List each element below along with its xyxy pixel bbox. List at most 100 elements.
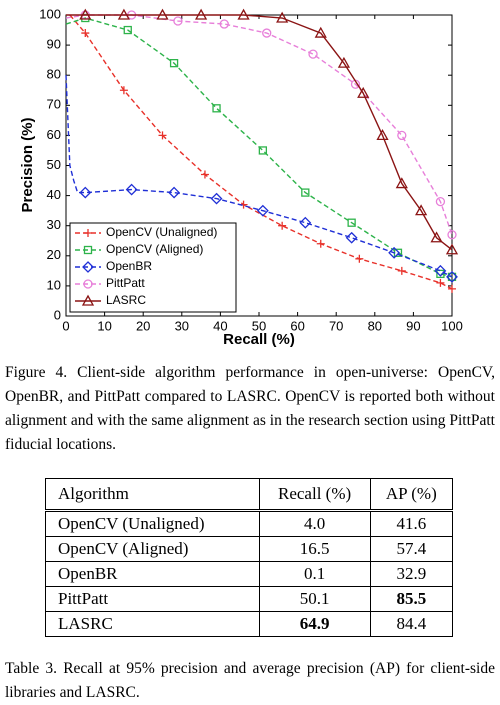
table-row: LASRC 64.9 84.4 [45, 611, 454, 637]
table-cell: 57.4 [369, 536, 454, 562]
marker [415, 204, 428, 216]
marker [219, 19, 229, 29]
marker [123, 25, 132, 35]
marker [347, 218, 356, 227]
legend-label: PittPatt [106, 276, 145, 290]
x-tick-label: 30 [175, 318, 189, 333]
marker [169, 59, 179, 68]
y-tick-label: 10 [47, 277, 61, 292]
marker [299, 216, 312, 229]
x-tick-label: 90 [406, 318, 420, 333]
y-tick-label: 90 [47, 37, 61, 52]
y-tick-label: 50 [47, 157, 61, 172]
marker [447, 230, 457, 240]
table-cell: 16.5 [258, 536, 371, 562]
y-axis-label: Precision (%) [19, 117, 36, 212]
table-cell: 64.9 [258, 611, 371, 637]
marker [81, 294, 95, 306]
table-cell: 41.6 [369, 510, 454, 537]
marker [397, 266, 406, 275]
table-cell: 0.1 [258, 561, 371, 587]
marker [397, 130, 407, 141]
marker [168, 186, 180, 199]
marker [446, 270, 458, 283]
marker [278, 221, 287, 230]
marker [434, 264, 447, 277]
x-tick-label: 40 [213, 318, 227, 333]
marker [194, 8, 208, 20]
x-tick-label: 50 [252, 318, 266, 333]
marker [210, 192, 223, 205]
marker [79, 186, 92, 199]
table-row: PittPatt 50.1 85.5 [45, 586, 454, 612]
marker [345, 231, 358, 244]
marker [308, 49, 318, 59]
x-tick-label: 70 [329, 318, 343, 333]
chart: Recall (%) Precision (%) 0 10 20 30 40 50 60 70… [19, 6, 463, 348]
table-cell: 32.9 [369, 561, 454, 587]
y-tick-label: 40 [47, 187, 61, 202]
marker [173, 16, 183, 26]
x-axis-label: Recall (%) [223, 331, 295, 348]
marker [316, 239, 325, 248]
series-line [65, 75, 453, 278]
table-cell: OpenBR [45, 561, 260, 587]
results-table: Algorithm Recall (%) AP (%) OpenCV (Unalign… [45, 478, 454, 637]
marker [388, 246, 401, 259]
table-cell: 4.0 [258, 510, 371, 537]
marker [448, 284, 456, 293]
marker [81, 29, 90, 38]
header-cell: Recall (%) [258, 478, 371, 512]
marker [376, 129, 389, 141]
marker [337, 56, 351, 68]
table-cell: 85.5 [369, 586, 454, 612]
marker [445, 243, 459, 255]
x-tick-label: 80 [368, 318, 382, 333]
marker [447, 272, 457, 282]
table-cell: 50.1 [258, 586, 371, 612]
marker [82, 261, 94, 273]
marker [125, 183, 138, 196]
y-tick-label: 0 [54, 307, 61, 322]
marker [258, 146, 268, 155]
marker [117, 8, 131, 20]
series-line [65, 14, 453, 235]
legend-label: OpenBR [106, 259, 152, 273]
marker [83, 279, 93, 289]
marker [355, 254, 364, 263]
header-cell: AP (%) [369, 478, 454, 512]
marker [79, 8, 92, 20]
marker [200, 170, 209, 179]
marker [237, 8, 250, 20]
marker [436, 278, 445, 287]
marker [430, 231, 443, 243]
series-line [65, 17, 453, 278]
table-cell: OpenCV (Aligned) [45, 536, 260, 562]
table-cell: OpenCV (Unaligned) [45, 510, 260, 537]
legend-box [69, 222, 237, 313]
y-tick-label: 70 [47, 97, 61, 112]
table-cell: LASRC [45, 611, 260, 637]
table-caption: Table 3. Recall at 95% precision and ave… [5, 660, 495, 701]
header-cell: Algorithm [45, 478, 260, 512]
y-tick-label: 60 [47, 127, 61, 142]
table-cell: 84.4 [369, 611, 454, 637]
x-tick-label: 10 [97, 318, 111, 333]
marker [158, 131, 167, 140]
marker [301, 188, 310, 197]
marker [212, 104, 221, 113]
marker [262, 28, 272, 38]
series-line [66, 14, 453, 251]
marker [156, 8, 169, 20]
y-tick-label: 100 [39, 6, 61, 21]
marker [276, 11, 289, 23]
table-row: OpenCV (Unaligned) 4.0 41.6 [45, 510, 454, 537]
y-tick-label: 30 [47, 217, 61, 232]
marker [357, 86, 370, 98]
x-tick-label: 0 [62, 318, 69, 333]
table-cell: PittPatt [45, 586, 260, 612]
x-tick-label: 100 [441, 318, 463, 333]
figure-caption: Figure 4. Client-side algorithm performa… [5, 364, 495, 453]
marker [314, 26, 327, 38]
